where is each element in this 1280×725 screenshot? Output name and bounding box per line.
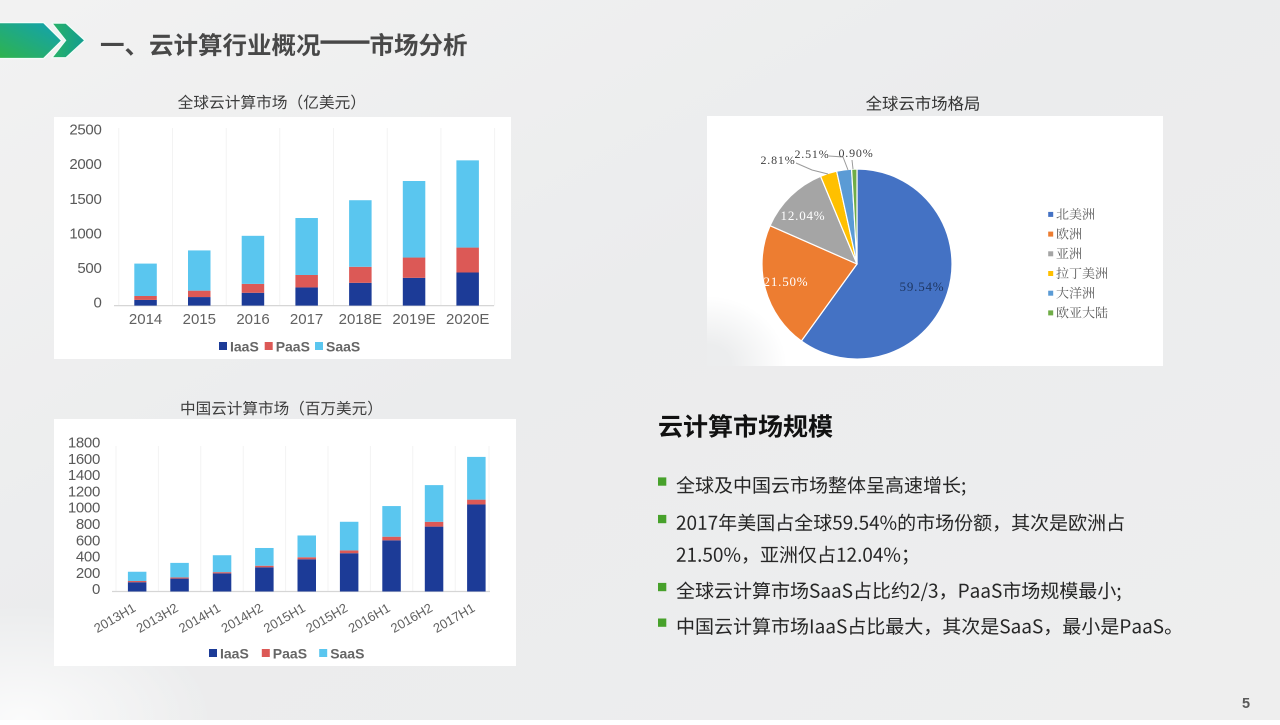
- svg-text:1200: 1200: [68, 483, 100, 500]
- svg-text:200: 200: [76, 565, 100, 582]
- svg-text:5: 5: [1242, 696, 1250, 712]
- svg-text:2000: 2000: [69, 156, 101, 173]
- svg-text:21.50%: 21.50%: [764, 274, 809, 289]
- svg-text:1600: 1600: [68, 451, 100, 468]
- svg-text:600: 600: [76, 532, 100, 549]
- svg-text:2500: 2500: [69, 122, 101, 139]
- svg-text:2.81%: 2.81%: [761, 153, 796, 167]
- svg-text:0.90%: 0.90%: [839, 146, 874, 160]
- svg-text:PaaS: PaaS: [273, 646, 307, 662]
- svg-text:2014: 2014: [129, 311, 162, 328]
- svg-text:2020E: 2020E: [446, 311, 489, 328]
- svg-text:2017: 2017: [290, 311, 323, 328]
- svg-text:400: 400: [76, 549, 100, 566]
- svg-text:2.51%: 2.51%: [795, 147, 830, 161]
- svg-text:2018E: 2018E: [339, 311, 382, 328]
- svg-text:2015: 2015: [183, 311, 216, 328]
- svg-text:1000: 1000: [68, 500, 100, 517]
- svg-text:2016: 2016: [236, 311, 269, 328]
- svg-text:SaaS: SaaS: [330, 646, 364, 662]
- svg-text:800: 800: [76, 516, 100, 533]
- svg-text:1800: 1800: [68, 435, 100, 452]
- svg-text:PaaS: PaaS: [276, 339, 310, 355]
- svg-text:1400: 1400: [68, 467, 100, 484]
- svg-text:1000: 1000: [69, 225, 101, 242]
- svg-text:12.04%: 12.04%: [781, 208, 826, 223]
- svg-text:1500: 1500: [69, 191, 101, 208]
- svg-text:59.54%: 59.54%: [900, 279, 945, 294]
- svg-text:500: 500: [77, 260, 101, 277]
- svg-text:IaaS: IaaS: [230, 339, 259, 355]
- svg-text:0: 0: [92, 581, 100, 598]
- svg-text:IaaS: IaaS: [220, 646, 249, 662]
- svg-text:SaaS: SaaS: [326, 339, 360, 355]
- svg-text:0: 0: [93, 294, 101, 311]
- svg-text:2019E: 2019E: [392, 311, 435, 328]
